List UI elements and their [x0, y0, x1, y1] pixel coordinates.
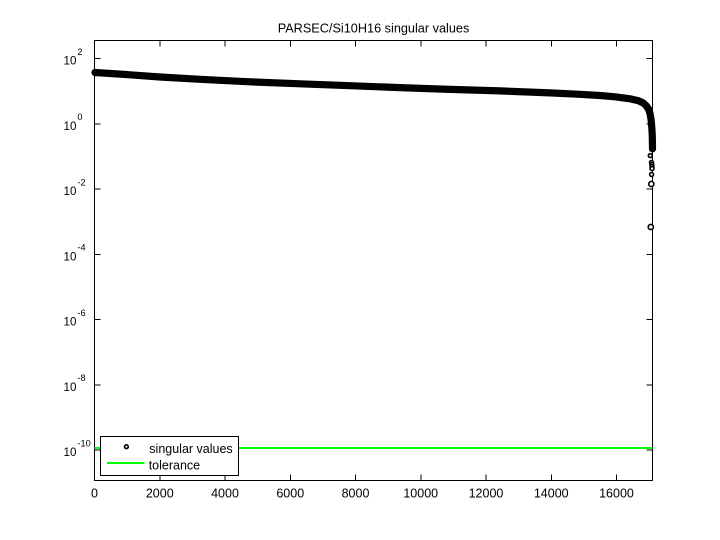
- svg-text:PARSEC/Si10H16 singular values: PARSEC/Si10H16 singular values: [278, 21, 470, 35]
- svg-text:4000: 4000: [211, 487, 239, 501]
- svg-text:8000: 8000: [342, 487, 370, 501]
- svg-text:10000: 10000: [403, 487, 438, 501]
- svg-text:12000: 12000: [469, 487, 504, 501]
- svg-text:tolerance: tolerance: [149, 459, 200, 473]
- svg-text:6000: 6000: [276, 487, 304, 501]
- svg-text:16000: 16000: [599, 487, 634, 501]
- svg-text:singular values: singular values: [149, 442, 232, 456]
- svg-text:14000: 14000: [534, 487, 569, 501]
- svg-text:2000: 2000: [146, 487, 174, 501]
- svg-text:0: 0: [91, 487, 98, 501]
